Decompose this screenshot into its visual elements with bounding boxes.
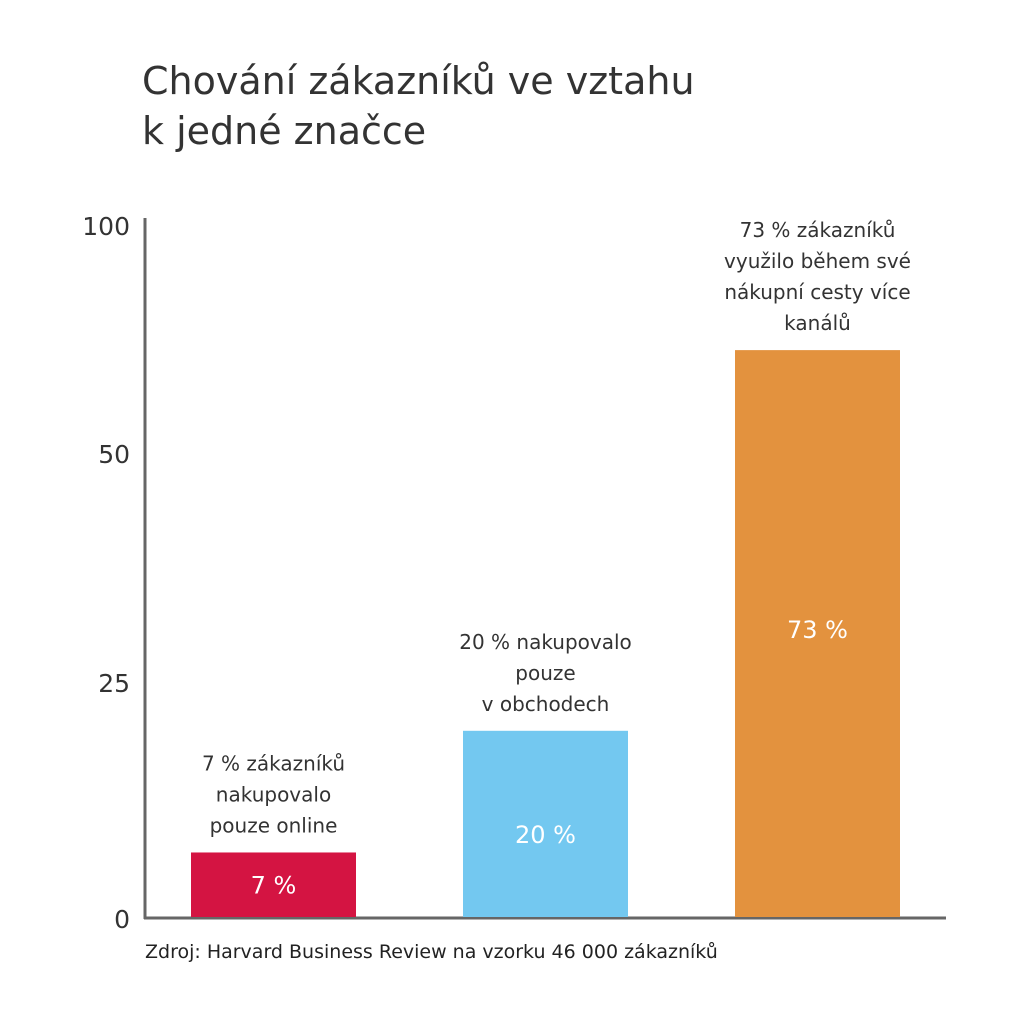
chart-title-line: Chování zákazníků ve vztahu — [142, 59, 695, 103]
bar-annotation: nakupovalo — [216, 782, 331, 806]
bar-data-label: 20 % — [515, 821, 576, 849]
bar-annotation: využilo během své — [724, 249, 911, 273]
y-tick-label: 100 — [82, 212, 130, 241]
bar-annotation: kanálů — [784, 311, 851, 335]
source-note: Zdroj: Harvard Business Review na vzorku… — [145, 941, 718, 963]
chart-title-line: k jedné značce — [142, 109, 427, 153]
bar — [735, 350, 900, 917]
bar-annotation: pouze online — [210, 813, 338, 837]
bar-annotation: 7 % zákazníků — [202, 751, 345, 775]
bar-annotation: v obchodech — [482, 692, 610, 716]
chart-title: Chování zákazníků ve vztahu k jedné znač… — [142, 56, 695, 156]
bar-data-label: 73 % — [787, 616, 848, 644]
bar — [191, 852, 356, 917]
y-tick-label: 25 — [98, 669, 130, 698]
y-tick-label: 50 — [98, 440, 130, 469]
bar-data-label: 7 % — [251, 872, 297, 900]
bar-annotation: pouze — [515, 661, 575, 685]
bar-annotation: 20 % nakupovalo — [459, 630, 632, 654]
y-tick-label: 0 — [114, 905, 130, 934]
bar — [463, 730, 628, 917]
bar-annotation: nákupní cesty více — [724, 280, 910, 304]
bar-annotation: 73 % zákazníků — [740, 218, 896, 242]
